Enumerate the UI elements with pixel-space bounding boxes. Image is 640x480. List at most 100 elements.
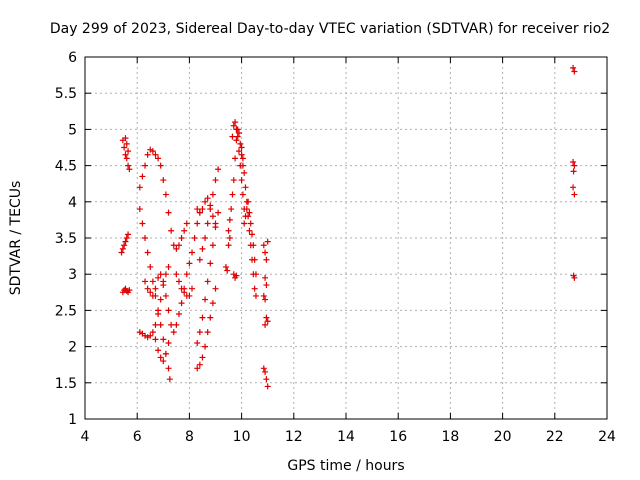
x-tick-label: 10	[233, 429, 251, 445]
data-point-plus	[245, 198, 252, 205]
data-point-plus	[204, 278, 211, 285]
data-point-plus	[263, 282, 270, 289]
data-point-plus	[263, 376, 270, 383]
y-tick-label: 3	[68, 267, 77, 283]
data-point-plus	[242, 213, 249, 220]
y-tick-label: 1	[68, 412, 77, 428]
data-point-plus	[194, 365, 201, 372]
data-point-plus	[122, 135, 129, 142]
data-point-plus	[209, 242, 216, 249]
y-tick-label: 6	[68, 50, 77, 66]
data-point-plus	[149, 329, 156, 336]
data-point-plus	[241, 220, 248, 227]
axis-ticks	[84, 56, 608, 420]
y-tick-label: 5	[68, 122, 77, 138]
data-point-plus	[260, 292, 267, 299]
data-point-plus	[178, 300, 185, 307]
data-point-plus	[204, 195, 211, 202]
data-point-plus	[262, 249, 269, 256]
data-point-plus	[235, 130, 242, 137]
data-point-plus	[136, 184, 143, 191]
data-point-plus	[246, 209, 253, 216]
data-point-plus	[260, 242, 267, 249]
data-point-plus	[202, 343, 209, 350]
data-point-plus	[173, 271, 180, 278]
data-point-plus	[207, 260, 214, 267]
data-point-plus	[149, 148, 156, 155]
data-point-plus	[194, 339, 201, 346]
data-point-plus	[233, 126, 240, 133]
data-point-plus	[144, 151, 151, 158]
data-point-plus	[166, 376, 173, 383]
data-point-plus	[126, 287, 133, 294]
data-point-plus	[225, 227, 232, 234]
data-point-plus	[263, 314, 270, 321]
data-point-plus	[170, 242, 177, 249]
data-point-plus	[209, 213, 216, 220]
data-point-plus	[196, 329, 203, 336]
y-tick-labels: 1 1.5 2 2.5 3 3.5 4 4.5 5 5.5 6	[55, 50, 77, 428]
data-point-plus	[235, 148, 242, 155]
data-point-plus	[207, 202, 214, 209]
data-point-plus	[238, 144, 245, 151]
data-point-plus	[160, 177, 167, 184]
data-point-plus	[152, 151, 159, 158]
data-point-plus	[155, 347, 162, 354]
data-point-plus	[225, 242, 232, 249]
data-point-plus	[147, 332, 154, 339]
data-point-plus	[262, 296, 269, 303]
data-point-plus	[234, 133, 241, 140]
data-point-plus	[202, 198, 209, 205]
data-point-plus	[162, 271, 169, 278]
data-point-plus	[229, 191, 236, 198]
data-point-plus	[238, 177, 245, 184]
data-point-plus	[196, 209, 203, 216]
data-point-plus	[152, 285, 159, 292]
data-point-plus	[155, 311, 162, 318]
data-point-plus	[262, 321, 269, 328]
x-tick-label: 20	[494, 429, 512, 445]
data-point-plus	[204, 329, 211, 336]
chart-title: Day 299 of 2023, Sidereal Day-to-day VTE…	[50, 21, 610, 37]
data-point-plus	[191, 235, 198, 241]
data-point-plus	[165, 307, 172, 314]
x-tick-label: 24	[598, 429, 616, 445]
data-point-plus	[157, 354, 164, 361]
data-point-plus	[194, 206, 201, 213]
data-point-plus	[118, 249, 125, 256]
data-point-plus	[252, 292, 259, 299]
data-point-plus	[242, 184, 249, 191]
data-point-plus	[126, 166, 133, 173]
data-point-plus	[212, 177, 219, 184]
data-point-plus	[122, 151, 129, 158]
data-point-plus	[215, 166, 222, 173]
data-point-plus	[155, 274, 162, 281]
data-point-plus	[243, 206, 250, 213]
data-point-plus	[230, 177, 237, 184]
data-point-plus	[178, 235, 185, 241]
data-point-plus	[571, 68, 578, 75]
data-point-plus	[136, 206, 143, 213]
data-point-plus	[247, 220, 254, 227]
x-tick-label: 6	[133, 429, 142, 445]
data-point-plus	[215, 209, 222, 216]
data-point-plus	[239, 191, 246, 198]
data-point-plus	[199, 314, 206, 321]
data-point-plus	[160, 358, 167, 365]
data-point-plus	[209, 191, 216, 198]
y-tick-label: 4.5	[55, 159, 77, 175]
data-point-plus	[232, 119, 239, 126]
data-point-plus	[239, 155, 246, 162]
data-point-plus	[149, 292, 156, 299]
x-tick-label: 4	[81, 429, 90, 445]
data-point-plus	[262, 274, 269, 281]
data-point-plus	[149, 278, 156, 285]
data-point-plus	[162, 292, 169, 299]
x-tick-label: 16	[389, 429, 407, 445]
data-point-plus	[570, 184, 577, 191]
data-point-plus	[144, 249, 151, 256]
x-tick-label: 12	[285, 429, 303, 445]
data-point-plus	[202, 296, 209, 303]
data-point-plus	[186, 292, 193, 299]
data-point-plus	[232, 155, 239, 162]
